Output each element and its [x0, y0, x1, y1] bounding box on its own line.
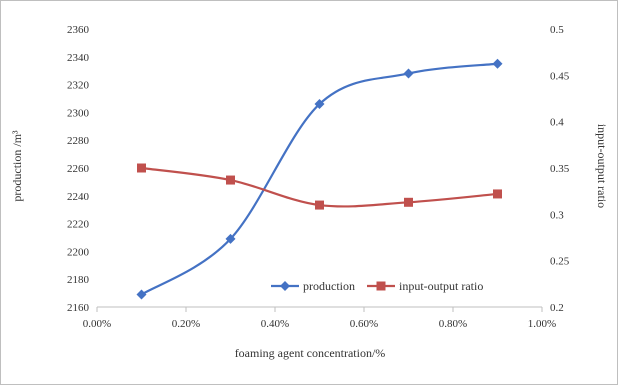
y-tick-label-left: 2240	[67, 191, 90, 203]
y-tick-label-left: 2340	[67, 52, 90, 64]
data-point-input-output-ratio	[315, 200, 324, 210]
data-point-production	[492, 58, 503, 69]
y-tick-label-left: 2320	[67, 80, 90, 92]
y-tick-label-right: 0.45	[550, 70, 570, 82]
y-axis-left-ticks: 2160 2180 2200 2220 2240 2260 2280 2300 2320 2340…	[67, 24, 90, 314]
legend-label-input-output-ratio: input-output ratio	[399, 279, 483, 293]
x-axis-title: foaming agent concentration/%	[235, 346, 386, 360]
data-point-production	[136, 289, 147, 300]
data-point-production	[314, 99, 325, 110]
y-axis-right-ticks: 0.2 0.25 0.3 0.35 0.4 0.45 0.5	[550, 24, 570, 314]
y-axis-left-title: production /m³	[10, 130, 24, 202]
y-tick-label-left: 2200	[67, 246, 90, 258]
x-tick-label: 0.80%	[439, 318, 467, 330]
series-input-output-ratio	[137, 163, 502, 210]
series-production	[136, 58, 503, 300]
legend-marker-input-output-ratio	[376, 281, 386, 291]
x-tick-label: 0.20%	[172, 318, 200, 330]
legend-label-production: production	[303, 279, 355, 293]
series-layer	[136, 58, 503, 300]
data-point-production	[225, 233, 236, 244]
x-tick-label: 0.60%	[350, 318, 378, 330]
y-tick-label-left: 2280	[67, 135, 90, 147]
y-tick-label-left: 2260	[67, 163, 90, 175]
y-tick-label-right: 0.2	[550, 302, 564, 314]
y-tick-label-right: 0.5	[550, 24, 564, 36]
x-tick-label: 0.00%	[83, 318, 111, 330]
y-tick-label-left: 2160	[67, 302, 90, 314]
series-line-production	[140, 62, 498, 296]
y-tick-label-right: 0.35	[550, 163, 570, 175]
y-tick-label-left: 2180	[67, 274, 90, 286]
x-axis-ticks: 0.00% 0.20% 0.40% 0.60% 0.80% 1.00%	[83, 307, 556, 330]
data-point-input-output-ratio	[226, 175, 235, 185]
data-point-input-output-ratio	[493, 189, 502, 199]
x-tick-label: 0.40%	[261, 318, 289, 330]
legend: production input-output ratio	[271, 279, 483, 293]
legend-marker-production	[280, 281, 290, 291]
y-axis-right-title: input-output ratio	[595, 124, 609, 208]
y-tick-label-left: 2300	[67, 107, 90, 119]
y-tick-label-right: 0.3	[550, 209, 564, 221]
y-tick-label-left: 2220	[67, 219, 90, 231]
y-tick-label-right: 0.25	[550, 256, 570, 268]
x-tick-label: 1.00%	[528, 318, 556, 330]
y-tick-label-right: 0.4	[550, 117, 564, 129]
y-tick-label-left: 2360	[67, 24, 90, 36]
data-point-production	[403, 68, 414, 79]
data-point-input-output-ratio	[404, 197, 413, 207]
data-point-input-output-ratio	[137, 163, 146, 173]
